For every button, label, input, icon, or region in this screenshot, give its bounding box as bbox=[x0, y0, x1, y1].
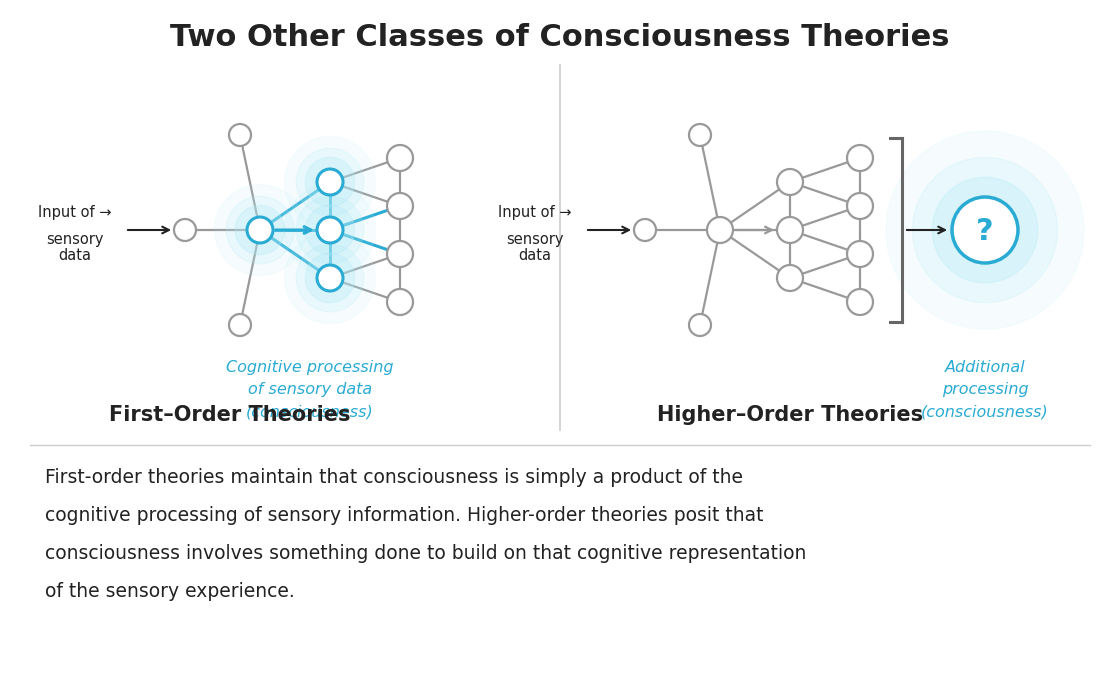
Circle shape bbox=[248, 217, 273, 243]
Circle shape bbox=[296, 244, 364, 312]
Circle shape bbox=[296, 148, 364, 215]
Text: First–Order Theories: First–Order Theories bbox=[110, 405, 351, 425]
Circle shape bbox=[317, 217, 343, 243]
Circle shape bbox=[296, 196, 364, 264]
Circle shape bbox=[317, 169, 343, 195]
Circle shape bbox=[174, 219, 196, 241]
Circle shape bbox=[777, 265, 803, 291]
Text: Input of →: Input of → bbox=[38, 205, 112, 220]
Circle shape bbox=[306, 253, 355, 303]
Text: First-order theories maintain that consciousness is simply a product of the: First-order theories maintain that consc… bbox=[45, 468, 743, 487]
Circle shape bbox=[634, 219, 656, 241]
Text: sensory: sensory bbox=[506, 232, 563, 247]
Text: data: data bbox=[58, 248, 92, 263]
Circle shape bbox=[388, 289, 413, 315]
Text: Input of →: Input of → bbox=[498, 205, 571, 220]
Circle shape bbox=[388, 241, 413, 267]
Circle shape bbox=[707, 217, 732, 243]
Circle shape bbox=[235, 205, 284, 254]
Circle shape bbox=[317, 265, 343, 291]
Circle shape bbox=[284, 137, 375, 228]
Circle shape bbox=[847, 289, 872, 315]
Circle shape bbox=[777, 169, 803, 195]
Circle shape bbox=[886, 131, 1084, 329]
Circle shape bbox=[689, 314, 711, 336]
Text: data: data bbox=[519, 248, 551, 263]
Circle shape bbox=[913, 157, 1057, 302]
Text: sensory: sensory bbox=[46, 232, 104, 247]
Text: of the sensory experience.: of the sensory experience. bbox=[45, 582, 295, 601]
Text: Higher–Order Theories: Higher–Order Theories bbox=[657, 405, 923, 425]
Circle shape bbox=[388, 193, 413, 219]
Circle shape bbox=[689, 124, 711, 146]
Circle shape bbox=[306, 205, 355, 254]
Circle shape bbox=[952, 197, 1018, 263]
Text: cognitive processing of sensory information. Higher-order theories posit that: cognitive processing of sensory informat… bbox=[45, 506, 764, 525]
Circle shape bbox=[226, 196, 293, 264]
Circle shape bbox=[306, 157, 355, 207]
Circle shape bbox=[847, 193, 872, 219]
Text: Cognitive processing
of sensory data
(consciousness): Cognitive processing of sensory data (co… bbox=[226, 360, 394, 419]
Circle shape bbox=[228, 124, 251, 146]
Circle shape bbox=[777, 217, 803, 243]
Circle shape bbox=[228, 314, 251, 336]
Text: Additional
processing
(consciousness): Additional processing (consciousness) bbox=[921, 360, 1048, 419]
Circle shape bbox=[284, 185, 375, 276]
Circle shape bbox=[932, 177, 1038, 282]
Circle shape bbox=[284, 233, 375, 324]
Circle shape bbox=[847, 241, 872, 267]
Text: Two Other Classes of Consciousness Theories: Two Other Classes of Consciousness Theor… bbox=[170, 23, 950, 53]
Circle shape bbox=[847, 145, 872, 171]
Circle shape bbox=[388, 145, 413, 171]
Circle shape bbox=[215, 185, 306, 276]
Text: ?: ? bbox=[977, 218, 993, 246]
Text: consciousness involves something done to build on that cognitive representation: consciousness involves something done to… bbox=[45, 544, 806, 563]
